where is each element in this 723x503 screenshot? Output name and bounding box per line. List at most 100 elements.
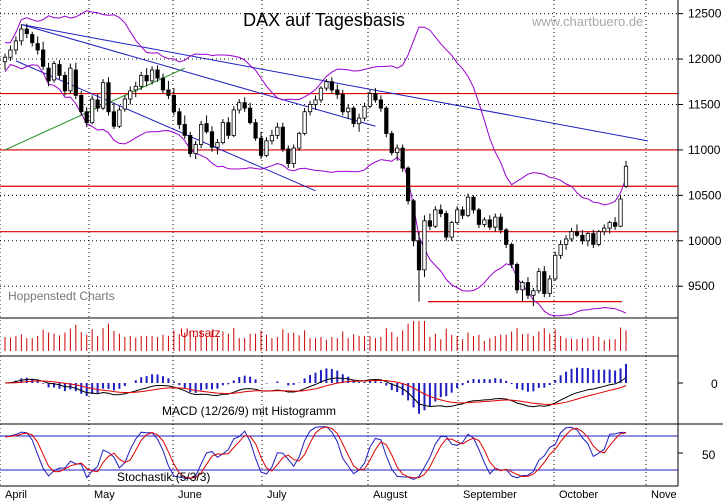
candle-body (13, 40, 18, 51)
candlesticks (2, 23, 629, 307)
candle-body (487, 219, 492, 228)
candle-body (596, 231, 601, 245)
candle-body (367, 93, 373, 107)
candle-body (62, 75, 68, 92)
candle-body (204, 123, 209, 133)
candle-body (395, 147, 400, 154)
candle-body (525, 282, 531, 296)
candle-body (280, 126, 285, 150)
chart-frame (0, 0, 679, 487)
candle-body (286, 148, 291, 164)
macd-line (4, 377, 627, 408)
trend-line (21, 24, 376, 127)
candle-body (226, 122, 231, 136)
candle-body (237, 102, 242, 111)
candle-body (269, 134, 275, 142)
candle-body (563, 238, 569, 245)
y-tick-label: 10000 (688, 234, 722, 248)
trend-line (21, 24, 648, 142)
candle-body (258, 137, 264, 156)
candle-body (106, 82, 111, 113)
candle-body (291, 147, 296, 164)
candle-body (84, 111, 89, 124)
candle-body (444, 213, 449, 238)
support-resistance-levels (0, 92, 678, 303)
candle-body (253, 122, 258, 139)
candle-body (536, 271, 541, 292)
candle-body (68, 67, 73, 92)
candle-body (171, 95, 176, 113)
y-tick-label: 9500 (688, 279, 715, 293)
candle-body (411, 200, 416, 242)
candle-body (465, 196, 471, 216)
chart-text: DAX auf Tagesbasis www.chartbuero.de Hop… (5, 7, 722, 501)
x-tick-label: Nove (651, 489, 677, 501)
candle-body (220, 122, 225, 144)
candle-body (155, 69, 160, 79)
bollinger-upper (5, 10, 627, 206)
candle-body (607, 222, 612, 229)
candle-body (90, 98, 95, 124)
candle-body (400, 147, 405, 169)
candle-body (302, 111, 307, 134)
y-tick-label: 12500 (688, 7, 722, 21)
macd-signal-line (4, 379, 627, 405)
x-tick-label: October (559, 489, 598, 501)
x-tick-label: September (463, 489, 517, 501)
candle-body (51, 63, 57, 81)
candle-body (2, 56, 8, 63)
candle-body (585, 233, 590, 242)
candle-body (542, 271, 547, 294)
candle-body (100, 82, 106, 109)
candle-body (498, 216, 503, 231)
candle-body (384, 107, 389, 134)
candle-body (433, 209, 438, 227)
stochastic-panel (0, 423, 723, 480)
candle-body (133, 85, 138, 91)
candle-body (8, 49, 13, 58)
trend-line (4, 67, 185, 151)
candle-body (531, 290, 536, 296)
candle-body (416, 240, 422, 271)
candle-body (569, 231, 574, 240)
macd-panel (0, 355, 683, 414)
candle-body (580, 234, 585, 242)
candle-body (139, 75, 144, 87)
candle-body (460, 209, 465, 216)
candle-body (19, 28, 24, 42)
candle-body (591, 233, 596, 245)
candle-body (455, 209, 460, 224)
candle-body (613, 222, 618, 227)
candle-body (514, 263, 520, 291)
candle-body (509, 244, 514, 265)
candle-body (324, 81, 329, 89)
chart-title: DAX auf Tagesbasis (243, 10, 405, 30)
candle-body (95, 99, 100, 109)
x-tick-label: August (373, 489, 407, 501)
candle-body (574, 231, 580, 236)
stoch-label: Stochastik (5/3/3) (117, 470, 210, 484)
x-tick-label: June (178, 489, 202, 501)
candle-body (427, 220, 432, 227)
macd-label: MACD (12/26/9) mit Histogramm (162, 404, 336, 418)
candle-body (275, 126, 280, 136)
y-tick-label: 10500 (688, 188, 722, 202)
candle-body (493, 216, 498, 228)
candle-body (307, 104, 313, 113)
source-label: Hoppenstedt Charts (8, 289, 115, 303)
stoch-tick-label: 50 (702, 448, 716, 462)
candle-body (264, 140, 269, 156)
candle-body (231, 109, 236, 136)
candle-body (422, 220, 427, 271)
candle-body (160, 77, 166, 91)
candle-body (602, 227, 607, 233)
candle-body (547, 278, 552, 294)
watermark: www.chartbuero.de (531, 14, 643, 29)
x-tick-label: July (267, 489, 287, 501)
candle-body (313, 99, 318, 105)
candle-body (482, 219, 487, 225)
candle-body (297, 133, 302, 149)
candle-body (24, 28, 29, 35)
candle-body (520, 282, 525, 291)
